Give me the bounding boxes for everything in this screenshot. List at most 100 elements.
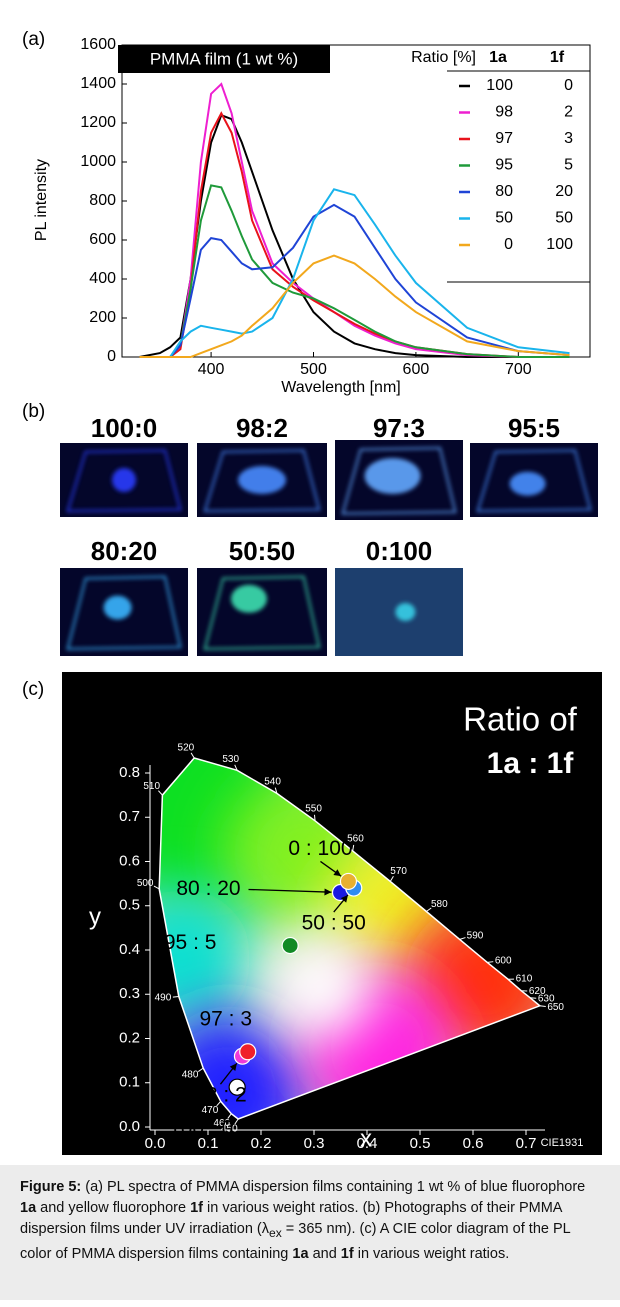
locus-label: 580 — [431, 899, 448, 910]
y-tick-label: 200 — [89, 309, 116, 326]
locus-label: 490 — [155, 992, 172, 1003]
y-tick-label: 400 — [89, 270, 116, 287]
caption-text: in various weight ratios. (b) Photograph… — [20, 1200, 562, 1237]
locus-tick — [198, 1067, 204, 1072]
spectrum-line — [139, 203, 570, 358]
photo-label: 80:20 — [91, 536, 158, 566]
film-spot — [103, 595, 132, 620]
locus-tick — [158, 790, 163, 796]
locus-tick — [487, 961, 494, 963]
caption-text: 1f — [190, 1200, 204, 1216]
locus-label: 540 — [264, 776, 281, 787]
x-tick-label: 0.7 — [516, 1135, 537, 1152]
locus-tick — [190, 752, 195, 759]
spectral-locus — [158, 757, 542, 1120]
y-tick-label: 1000 — [80, 153, 116, 170]
photo-label: 95:5 — [508, 413, 560, 443]
y-tick-label: 0.4 — [119, 941, 140, 958]
film-spot — [509, 471, 546, 496]
film-spot — [231, 584, 267, 613]
locus-label: 620 — [529, 986, 546, 997]
legend-1a: 98 — [495, 104, 513, 121]
legend-1a: 0 — [504, 236, 513, 253]
label-arrowhead — [333, 869, 342, 877]
locus-tick — [352, 844, 355, 851]
legend-header: Ratio [%] — [411, 49, 476, 66]
y-tick-label: 1200 — [80, 114, 116, 131]
legend-1f: 100 — [546, 236, 573, 253]
x-tick-label: 0.4 — [357, 1135, 378, 1152]
diagram-title: 1a : 1f — [487, 747, 575, 780]
legend-1a: 95 — [495, 157, 513, 174]
y-tick-label: 0.6 — [119, 852, 140, 869]
legend-header: 1a — [489, 49, 507, 66]
caption-text: (a) PL spectra of PMMA dispersion films … — [85, 1179, 586, 1195]
locus-label: 450 — [221, 1124, 238, 1135]
y-axis-label: y — [89, 903, 101, 930]
film-edge — [341, 446, 457, 515]
gamut-glow — [264, 930, 375, 1041]
point-label: 95 : 5 — [164, 931, 217, 954]
legend-1f: 3 — [564, 130, 573, 147]
y-tick-label: 0.3 — [119, 985, 140, 1002]
locus-tick — [389, 876, 394, 882]
caption-text: in various weight ratios. — [353, 1245, 510, 1262]
locus-label: 610 — [516, 974, 533, 985]
legend-header: 1f — [550, 49, 565, 66]
y-tick-label: 600 — [89, 231, 116, 248]
photo-label: 97:3 — [373, 413, 425, 443]
locus-label: 500 — [137, 878, 154, 889]
point-label: 50 : 50 — [302, 912, 366, 935]
legend-1f: 50 — [555, 210, 573, 227]
label-arrow — [248, 888, 332, 893]
legend-1a: 80 — [495, 183, 513, 200]
caption-text: 1f — [340, 1245, 354, 1262]
figure: (a) (b) (c) 0200400600800100012001400160… — [22, 29, 602, 1155]
photo-label: 0:100 — [366, 536, 433, 566]
diagram-title: Ratio of — [463, 701, 578, 738]
chart-title: PMMA film (1 wt %) — [150, 49, 298, 68]
y-tick-label: 0 — [107, 348, 116, 365]
label-arrowhead — [229, 1063, 237, 1071]
caption-text: and yellow fluorophore — [36, 1200, 191, 1216]
legend-1f: 20 — [555, 183, 573, 200]
photo-label: 98:2 — [236, 413, 288, 443]
caption: Figure 5: (a) PL spectra of PMMA dispers… — [0, 1165, 620, 1300]
legend-1a: 50 — [495, 210, 513, 227]
photo-label: 100:0 — [91, 413, 158, 443]
locus-label: 590 — [467, 930, 484, 941]
x-tick-label: 500 — [300, 361, 327, 378]
film-edge — [203, 575, 321, 650]
locus-tick — [216, 1100, 222, 1107]
spectrum-line — [139, 188, 570, 358]
locus-tick — [530, 997, 537, 999]
label-arrowhead — [324, 888, 332, 896]
y-tick-label: 0.1 — [119, 1074, 140, 1091]
photo — [197, 568, 327, 656]
locus-label: 480 — [182, 1070, 199, 1081]
locus-label: 470 — [202, 1105, 219, 1116]
y-tick-label: 0.2 — [119, 1029, 140, 1046]
film-spot — [112, 468, 136, 492]
y-tick-label: 0.5 — [119, 897, 140, 914]
diagram-note: CIE1931 — [541, 1137, 584, 1149]
locus-tick — [426, 907, 432, 912]
legend-1f: 2 — [564, 104, 573, 121]
caption-text: ex — [269, 1225, 282, 1240]
point — [339, 872, 358, 891]
locus-tick — [314, 814, 316, 821]
film-edge — [476, 449, 592, 513]
spectrum-line — [139, 254, 570, 358]
title-box — [118, 45, 330, 73]
label-arrowhead — [340, 894, 348, 903]
caption-text: Figure 5: — [20, 1179, 82, 1195]
film-edge — [66, 449, 182, 513]
locus-tick — [172, 995, 179, 998]
y-tick-label: 800 — [89, 192, 116, 209]
caption-text: 1a — [292, 1245, 309, 1262]
locus-tick — [234, 1118, 239, 1125]
y-tick-label: 0.7 — [119, 808, 140, 825]
x-tick-label: 0.6 — [463, 1135, 484, 1152]
caption-text: = 365 nm). (c) A CIE color diagram of th… — [20, 1221, 571, 1262]
